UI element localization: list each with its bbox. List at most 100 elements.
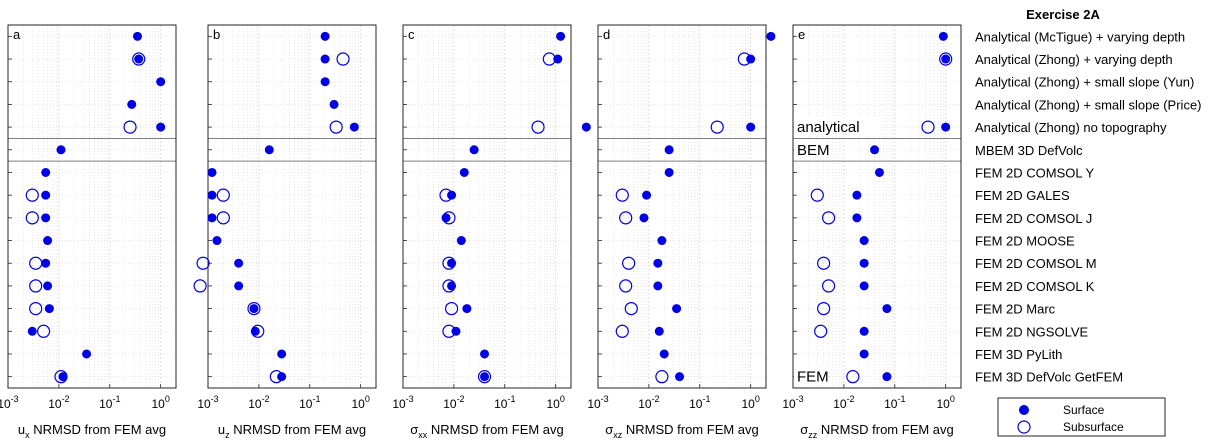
surface-point (56, 145, 66, 155)
x-tick-label: 10-2 (638, 394, 659, 411)
surface-point (156, 122, 166, 132)
x-tick-label: 10-2 (48, 394, 69, 411)
x-tick-label: 10-3 (392, 394, 413, 411)
x-tick-label: 10-2 (443, 394, 464, 411)
group-label-FEM: FEM (797, 369, 829, 386)
surface-point (41, 213, 51, 223)
surface-point (451, 326, 461, 336)
surface-point (264, 145, 274, 155)
x-tick-label: 10-2 (248, 394, 269, 411)
x-axis-label: uz NRMSD from FEM avg (218, 422, 366, 440)
subsurface-point (619, 211, 633, 225)
surface-point (447, 281, 457, 291)
legend-surface-label: Surface (1063, 403, 1105, 417)
subsurface-point (123, 120, 137, 134)
group-label-bg (794, 139, 824, 158)
subsurface-point (193, 279, 207, 293)
subsurface-point (442, 256, 456, 270)
x-tick-label: 100 (546, 394, 564, 411)
row-label: FEM 2D Marc (975, 302, 1056, 317)
row-label: FEM 3D PyLith (975, 347, 1062, 362)
surface-point (852, 213, 862, 223)
legend-subsurface-marker (1017, 420, 1031, 434)
surface-point (82, 349, 92, 359)
surface-point (456, 236, 466, 246)
x-tick-label: 100 (936, 394, 954, 411)
surface-point (277, 349, 287, 359)
surface-point (234, 258, 244, 268)
surface-point (766, 31, 776, 41)
legend-surface-marker (1019, 405, 1029, 415)
row-label: FEM 2D NGSOLVE (975, 324, 1089, 339)
surface-point (134, 54, 144, 64)
surface-point (41, 167, 51, 177)
surface-point (653, 281, 663, 291)
x-tick-label: 10-1 (689, 394, 710, 411)
subsurface-point (737, 52, 751, 66)
surface-point (320, 54, 330, 64)
surface-point (852, 190, 862, 200)
x-axis-label: σxz NRMSD from FEM avg (605, 422, 759, 440)
row-label: Analytical (Zhong) + small slope (Price) (975, 97, 1202, 112)
surface-point (664, 145, 674, 155)
subsurface-point (814, 324, 828, 338)
x-tick-label: 10-3 (0, 394, 19, 411)
surface-point (43, 281, 53, 291)
panel-c: 10-3 10-2 10-1 100 c σxx NRMSD from FEM avg (392, 24, 591, 440)
subsurface-point (29, 256, 43, 270)
surface-point (27, 326, 37, 336)
subsurface-point (615, 324, 629, 338)
surface-point (553, 54, 563, 64)
x-tick-label: 10-1 (884, 394, 905, 411)
surface-point (480, 349, 490, 359)
surface-point (207, 213, 217, 223)
subsurface-point (251, 324, 265, 338)
surface-point (938, 31, 948, 41)
subsurface-point (439, 188, 453, 202)
x-tick-label: 10-1 (99, 394, 120, 411)
x-tick-label: 100 (741, 394, 759, 411)
surface-point (459, 167, 469, 177)
subsurface-point (336, 52, 350, 66)
surface-point (441, 213, 451, 223)
x-tick-label: 10-2 (833, 394, 854, 411)
x-tick-label: 10-3 (587, 394, 608, 411)
subsurface-point (442, 279, 456, 293)
panel-letter: d (603, 27, 610, 42)
row-label: FEM 3D DefVolc GetFEM (975, 370, 1123, 385)
x-axis-label: ux NRMSD from FEM avg (18, 422, 166, 440)
legend: Surface Subsurface (997, 397, 1166, 437)
subsurface-point (196, 256, 210, 270)
surface-point (447, 258, 457, 268)
subsurface-point (939, 52, 953, 66)
surface-point (156, 77, 166, 87)
subsurface-point (477, 370, 492, 384)
subsurface-point (622, 256, 636, 270)
panel-frame (792, 24, 962, 389)
subsurface-point (821, 211, 836, 225)
group-label-analytical: analytical (797, 119, 860, 136)
x-tick-label: 100 (151, 394, 169, 411)
row-label: FEM 2D COMSOL K (975, 279, 1095, 294)
subsurface-point (29, 301, 43, 316)
surface-point (941, 54, 951, 64)
x-tick-label: 10-3 (197, 394, 218, 411)
surface-point (746, 122, 756, 132)
x-tick-label: 100 (351, 394, 369, 411)
panel-frame (7, 24, 177, 389)
group-label-BEM: BEM (797, 142, 830, 159)
panel-letter: b (213, 27, 220, 42)
subsurface-point (216, 211, 230, 225)
row-label: FEM 2D MOOSE (975, 234, 1075, 249)
surface-point (41, 190, 51, 200)
subsurface-point (29, 279, 43, 293)
legend-box (997, 397, 1166, 437)
surface-point (462, 304, 472, 314)
surface-point (941, 122, 951, 132)
subsurface-point (444, 301, 459, 316)
subsurface-point (710, 120, 724, 134)
surface-point (657, 236, 667, 246)
subsurface-point (846, 370, 860, 384)
surface-point (654, 326, 664, 336)
surface-point (859, 349, 869, 359)
